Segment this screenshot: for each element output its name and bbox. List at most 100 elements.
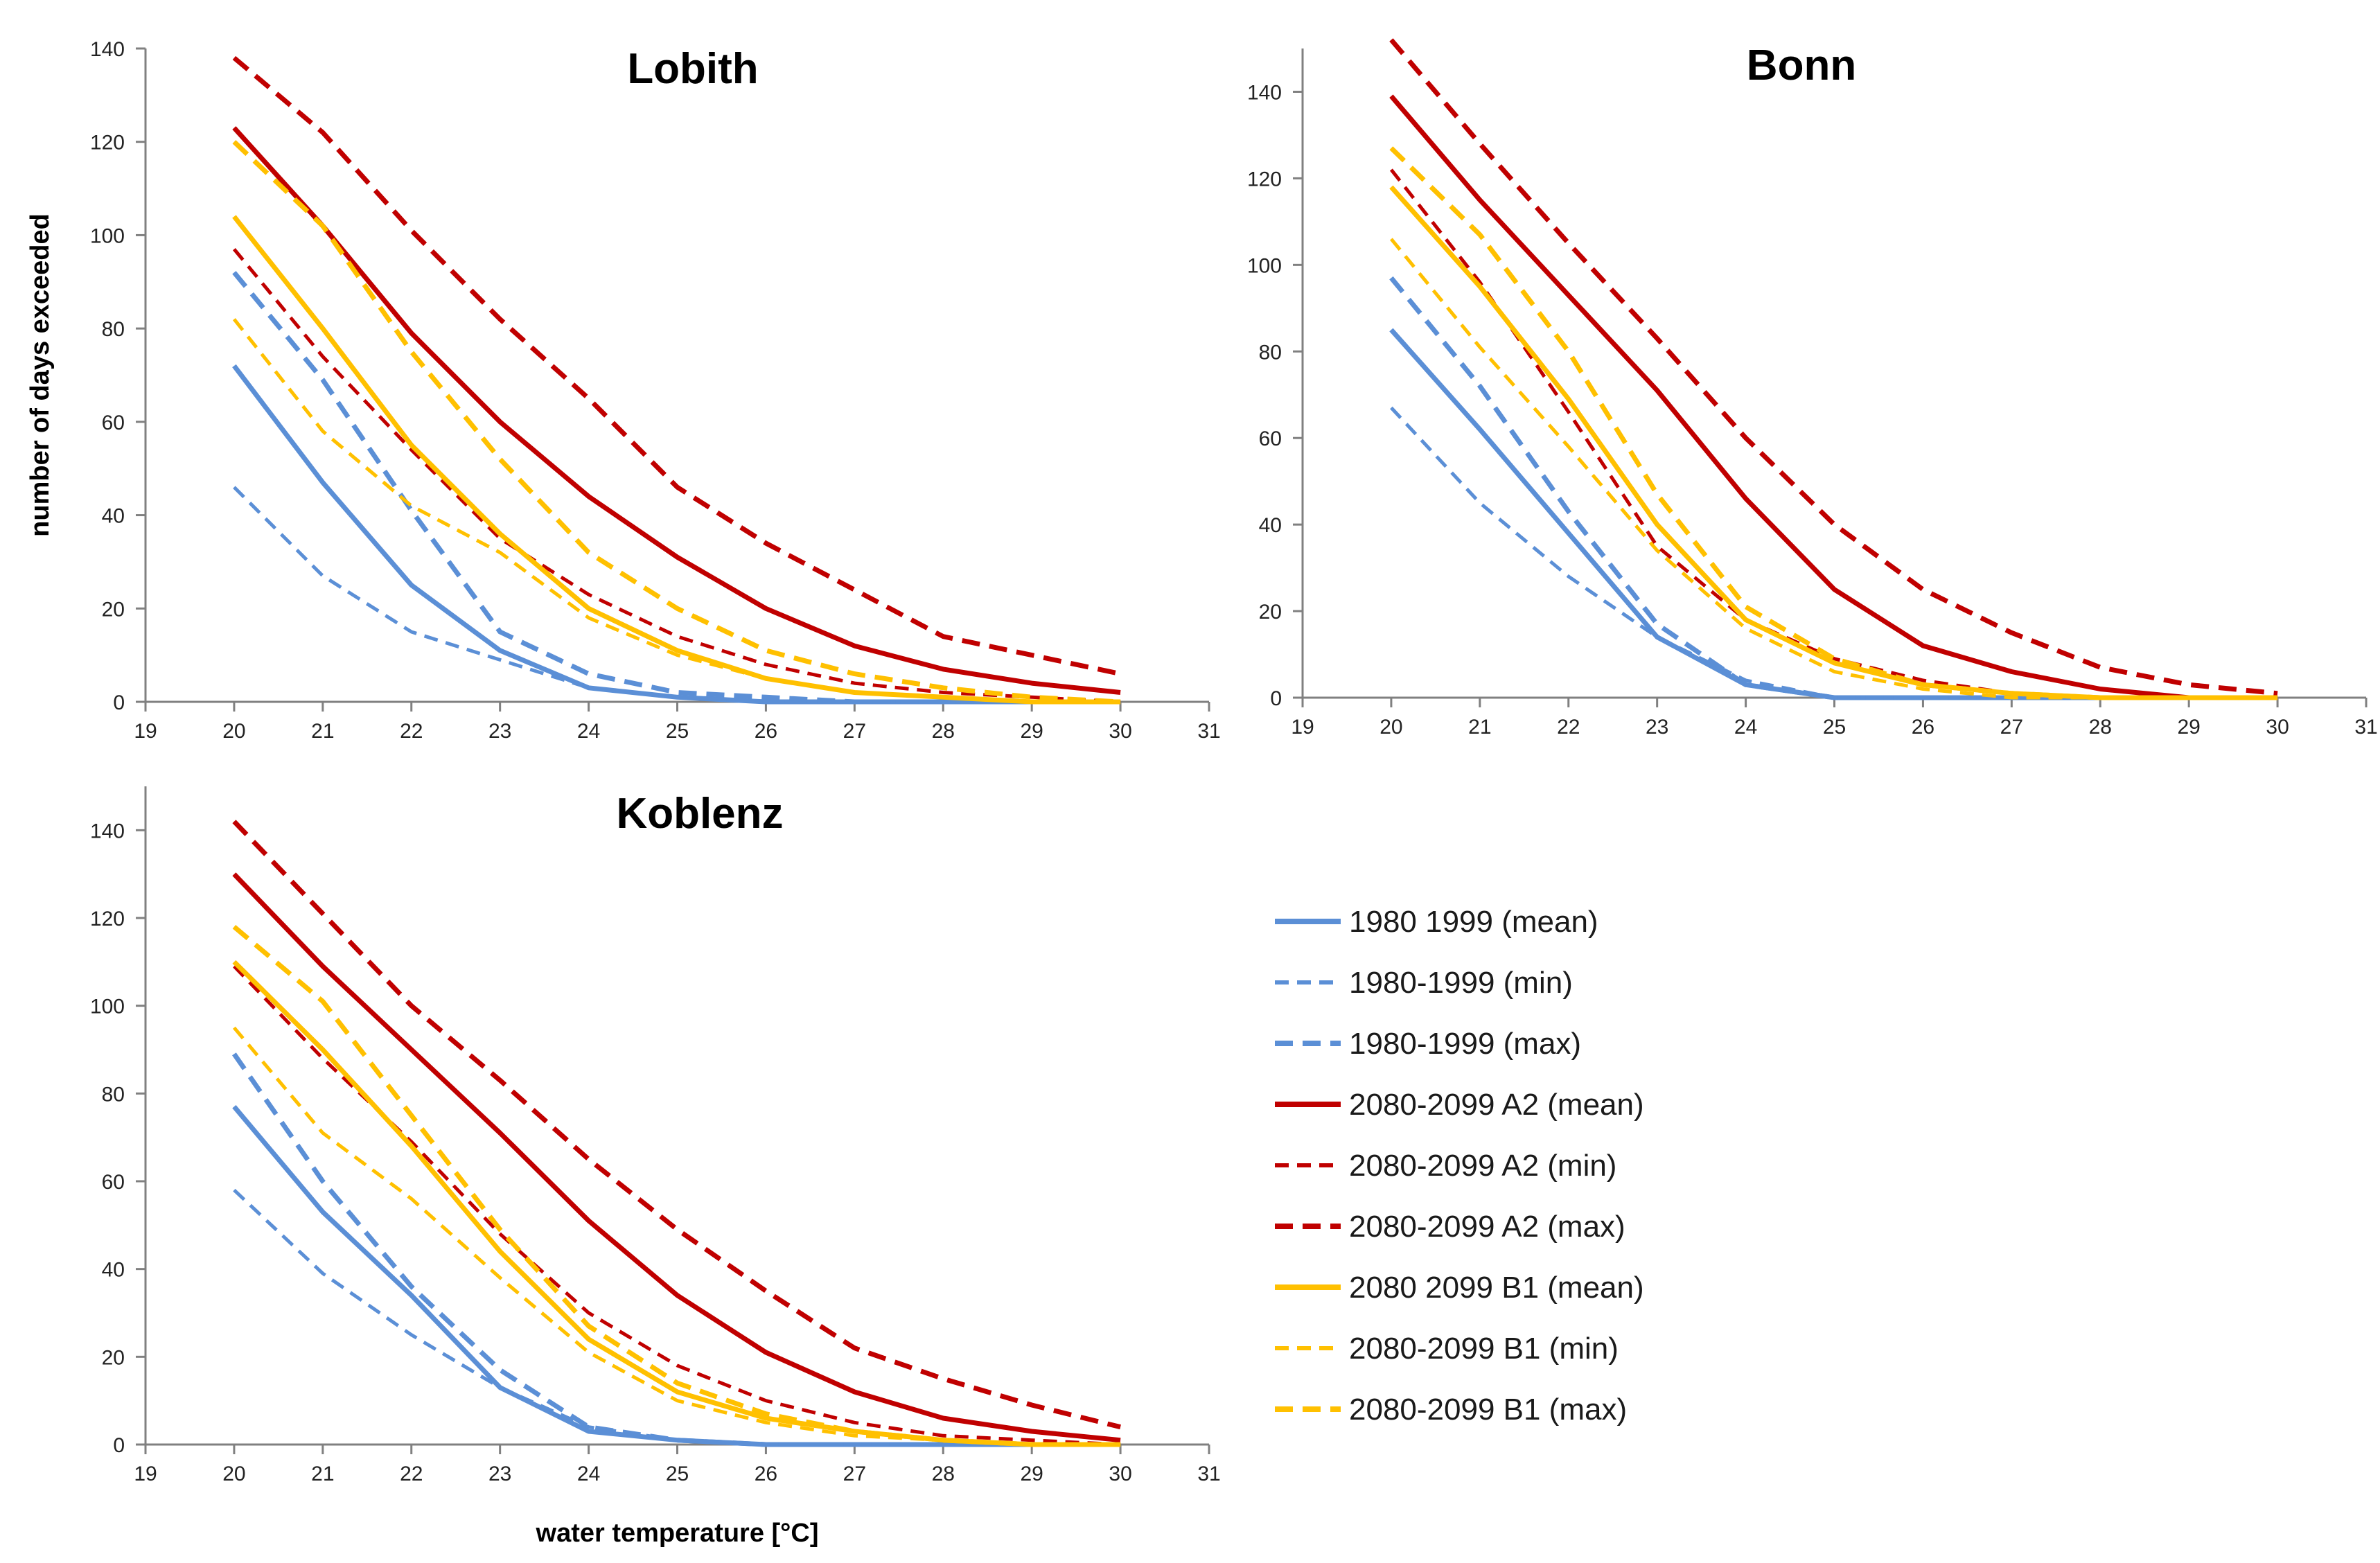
x-tick-label: 27	[843, 1463, 866, 1485]
y-tick-label: 60	[1259, 427, 1282, 450]
chart-panel-lobith: 0 20 40 60 80 100 120 140 19 20 21 22 23 24 25 26 27 28 29…	[26, 38, 1221, 743]
y-tick-label: 120	[90, 132, 125, 154]
x-tick-label: 29	[1020, 720, 1043, 743]
chart-panels: 0 20 40 60 80 100 120 140 19 20 21 22 23 24 25 26 27 28 29…	[26, 38, 2378, 1548]
x-tick-label: 29	[1020, 1463, 1043, 1485]
x-tick-label: 26	[755, 720, 777, 743]
x-tick-label: 19	[1291, 716, 1314, 739]
x-tick-label: 20	[222, 1463, 245, 1485]
x-tick-label: 26	[1912, 716, 1934, 739]
legend-label: 1980-1999 (max)	[1349, 1027, 1581, 1061]
legend-label: 2080-2099 B1 (max)	[1349, 1393, 1627, 1427]
y-tick-label: 80	[1259, 341, 1282, 364]
legend-entry: 2080-2099 A2 (max)	[1275, 1210, 1625, 1244]
legend-label: 1980-1999 (min)	[1349, 966, 1573, 1000]
series-line-b1-max	[232, 925, 1121, 1447]
x-tick-label: 30	[1109, 1463, 1131, 1485]
y-tick-label: 120	[1247, 168, 1282, 191]
x-tick-label: 23	[488, 1463, 511, 1485]
series-line-obs-min	[233, 1188, 1121, 1447]
x-tick-label: 29	[2177, 716, 2200, 739]
x-tick-label: 24	[577, 1463, 600, 1485]
legend-entry: 2080-2099 A2 (mean)	[1275, 1088, 1644, 1122]
series-line-obs-max	[232, 271, 1121, 705]
x-tick-label: 21	[1468, 716, 1491, 739]
series-line-a2-max	[232, 55, 1121, 677]
legend-entry: 2080-2099 A2 (min)	[1275, 1149, 1616, 1183]
series-line-a2-mean	[232, 126, 1121, 695]
series-line-a2-max	[1389, 38, 2278, 696]
legend-label: 2080 2099 B1 (mean)	[1349, 1271, 1644, 1305]
x-tick-label: 19	[134, 720, 157, 743]
chart-title: Bonn	[1747, 42, 1856, 89]
y-tick-label: 0	[1270, 687, 1282, 710]
y-tick-label: 100	[90, 996, 125, 1018]
x-tick-label: 28	[932, 1463, 955, 1485]
legend-label: 2080-2099 A2 (min)	[1349, 1149, 1616, 1183]
y-tick-label: 40	[1259, 514, 1282, 537]
y-axis-title: number of days exceeded	[26, 213, 55, 537]
legend-label: 2080-2099 A2 (max)	[1349, 1210, 1625, 1244]
y-tick-label: 80	[102, 318, 125, 341]
legend-label: 1980 1999 (mean)	[1349, 905, 1598, 939]
series-line-b1-max	[1389, 146, 2278, 700]
y-tick-label: 20	[102, 598, 125, 621]
y-tick-label: 40	[102, 1259, 125, 1282]
x-tick-label: 20	[1379, 716, 1402, 739]
legend-label: 2080-2099 A2 (mean)	[1349, 1088, 1644, 1122]
x-tick-label: 23	[1646, 716, 1668, 739]
y-tick-label: 0	[113, 691, 125, 714]
series-line-obs-min	[1390, 406, 2278, 700]
x-tick-label: 31	[2354, 716, 2377, 739]
x-tick-label: 20	[222, 720, 245, 743]
y-tick-label: 140	[90, 820, 125, 842]
chart-panel-bonn: 0 20 40 60 80 100 120 140 19 20 21 22 23 24 25 26 27 28 29…	[1247, 38, 2378, 739]
series-line-b1-min	[232, 318, 1121, 704]
series-line-a2-mean	[232, 872, 1121, 1443]
x-tick-label: 26	[755, 1463, 777, 1485]
y-tick-label: 40	[102, 505, 125, 528]
x-tick-label: 25	[666, 1463, 689, 1485]
x-tick-label: 21	[311, 1463, 334, 1485]
y-tick-label: 20	[102, 1346, 125, 1369]
series-line-a2-min	[232, 248, 1121, 704]
legend-label: 2080-2099 B1 (min)	[1349, 1332, 1619, 1366]
x-tick-label: 25	[1823, 716, 1846, 739]
x-tick-label: 30	[2266, 716, 2289, 739]
y-tick-label: 80	[102, 1083, 125, 1106]
x-tick-label: 31	[1197, 1463, 1220, 1485]
x-tick-label: 27	[843, 720, 866, 743]
x-tick-label: 28	[932, 720, 955, 743]
x-tick-label: 24	[577, 720, 600, 743]
x-tick-label: 24	[1734, 716, 1757, 739]
y-tick-label: 20	[1259, 601, 1282, 624]
legend-entry: 2080 2099 B1 (mean)	[1275, 1271, 1644, 1305]
x-tick-label: 21	[311, 720, 334, 743]
legend-entry: 2080-2099 B1 (max)	[1275, 1393, 1627, 1427]
x-tick-label: 22	[400, 1463, 423, 1485]
legend-entry: 2080-2099 B1 (min)	[1275, 1332, 1619, 1366]
x-tick-label: 31	[1197, 720, 1220, 743]
series-line-b1-min	[1389, 238, 2278, 700]
legend: 1980 1999 (mean) 1980-1999 (min) 1980-1999…	[1275, 905, 1644, 1427]
legend-entry: 1980-1999 (max)	[1275, 1027, 1581, 1061]
y-tick-label: 140	[90, 38, 125, 61]
x-axis-title: water temperature [°C]	[536, 1519, 819, 1548]
x-tick-label: 22	[1557, 716, 1580, 739]
y-tick-label: 60	[102, 412, 125, 434]
chart-panel-koblenz: 0 20 40 60 80 100 120 140 19 20 21 22 23 24 25 26 27 28 29…	[90, 786, 1221, 1548]
legend-entry: 1980-1999 (min)	[1275, 966, 1573, 1000]
x-tick-label: 25	[666, 720, 689, 743]
x-tick-label: 19	[134, 1463, 157, 1485]
y-tick-label: 120	[90, 908, 125, 930]
y-tick-label: 100	[90, 224, 125, 247]
x-tick-label: 22	[400, 720, 423, 743]
x-tick-label: 30	[1109, 720, 1131, 743]
series-line-b1-max	[232, 140, 1121, 705]
legend-entry: 1980 1999 (mean)	[1275, 905, 1598, 939]
series-line-a2-min	[1389, 168, 2278, 700]
x-tick-label: 28	[2089, 716, 2112, 739]
x-tick-label: 27	[2000, 716, 2023, 739]
